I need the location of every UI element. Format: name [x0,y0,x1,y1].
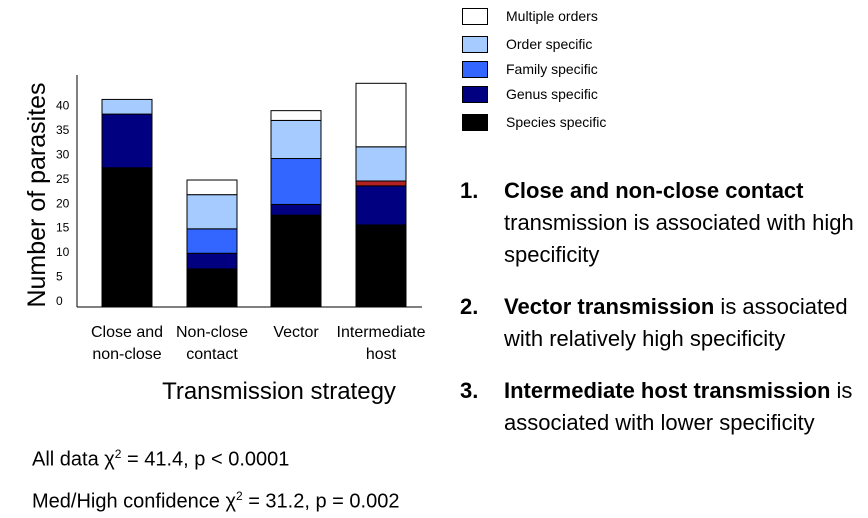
legend-swatch [462,35,488,53]
x-tick-label: Non-close contact [176,324,248,363]
legend-label: Family specific [506,61,598,77]
bar-segment [270,203,322,216]
conclusion-item: 3. Intermediate host transmission is asso… [460,375,865,439]
conclusion-number: 2. [460,294,479,319]
bar-segment [355,224,407,308]
y-tick-label: 35 [56,123,70,137]
x-tick-labels: Close and non-close Non-close contact Vector… [91,324,426,363]
legend-swatch [462,85,488,103]
conclusion-item: 2. Vector transmission is associated with… [460,291,865,355]
y-tick-label: 25 [56,172,70,186]
legend-label: Multiple orders [506,8,598,24]
y-tick-label: 5 [56,270,63,284]
stat-med-high: Med/High confidence χ2 = 31.2, p = 0.002 [32,489,399,514]
conclusion-text: transmission is associated with high spe… [504,210,854,267]
y-axis-label: Number of parasites [23,82,51,307]
bar-segment [355,82,407,148]
conclusion-text: is associated with lower specificity [504,378,853,435]
y-tick-label: 10 [56,245,70,259]
legend-label: Species specific [506,114,607,130]
stat-all-data-prefix: All data χ [32,448,115,471]
conclusion-highlight: Close and non-close contact [504,178,804,203]
bar-segment [355,185,407,226]
x-axis-label: Transmission strategy [162,378,396,405]
stat-med-high-prefix: Med/High confidence χ [32,490,236,513]
bar-segment [270,110,322,121]
stat-med-high-value: = 31.2, p = 0.002 [242,490,400,513]
x-tick-label: Vector [273,324,319,341]
bar-segment [101,167,153,308]
legend-label: Order specific [506,36,593,52]
conclusion-number: 1. [460,178,479,203]
conclusion-highlight: Intermediate host transmission [504,378,831,403]
legend-item: Genus specific [462,84,598,104]
bar-segment [186,194,238,230]
x-tick-label: Close and non-close [91,324,163,363]
conclusion-item: 1. Close and non-close contact transmissi… [460,175,865,271]
stat-med-high-superscript: 2 [235,489,243,503]
bar-segment [186,252,238,270]
legend-item: Multiple orders [462,6,598,26]
stat-all-data: All data χ2 = 41.4, p < 0.0001 [32,447,289,472]
bar-segment [101,98,153,115]
legend-label: Genus specific [506,86,598,102]
bar-segment [355,146,407,182]
y-tick-label: 30 [56,147,70,161]
y-tick-label: 0 [56,294,63,308]
legend-swatch [462,113,488,131]
bar-segment [186,228,238,254]
conclusion-list: 1. Close and non-close contact transmissi… [460,175,865,459]
y-tick-label: 20 [56,196,70,210]
legend-item: Species specific [462,112,606,132]
bar-segment [186,268,238,308]
stat-all-data-value: = 41.4, p < 0.0001 [121,448,290,471]
bar-segment [270,214,322,308]
bar-segment [270,158,322,205]
y-axis: 0 5 10 15 20 25 30 35 40 [56,75,78,308]
legend-swatch [462,60,488,78]
stat-all-data-superscript: 2 [114,447,122,461]
bar-segment [355,180,407,187]
legend-item: Family specific [462,59,598,79]
bar-segment [101,113,153,169]
conclusion-number: 3. [460,378,479,403]
y-tick-label: 40 [56,99,70,113]
bar-segment [270,119,322,160]
x-tick-label: Intermediate host [337,324,426,363]
y-tick-label: 15 [56,221,70,235]
legend-item: Order specific [462,34,592,54]
bars [101,82,407,308]
legend-swatch [462,7,488,25]
conclusion-highlight: Vector transmission [504,294,715,319]
bar-segment [186,179,238,196]
conclusion-text: is associated with relatively high speci… [504,294,848,351]
